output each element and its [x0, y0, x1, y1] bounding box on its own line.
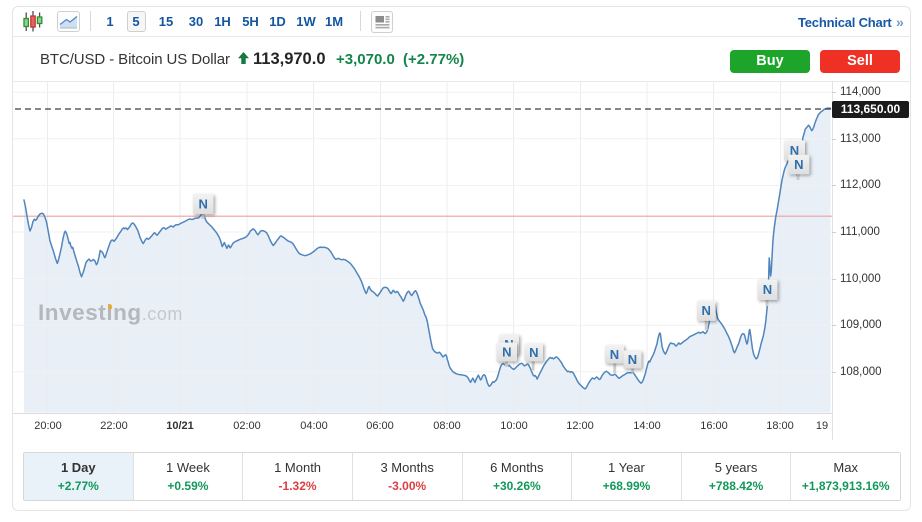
svg-text:N: N — [628, 352, 637, 367]
svg-text:N: N — [199, 197, 208, 212]
svg-text:N: N — [610, 347, 619, 362]
svg-text:N: N — [529, 345, 538, 360]
svg-text:N: N — [790, 143, 799, 158]
svg-text:N: N — [763, 282, 772, 297]
svg-text:N: N — [794, 157, 803, 172]
svg-text:N: N — [702, 303, 711, 318]
svg-text:N: N — [502, 345, 511, 360]
